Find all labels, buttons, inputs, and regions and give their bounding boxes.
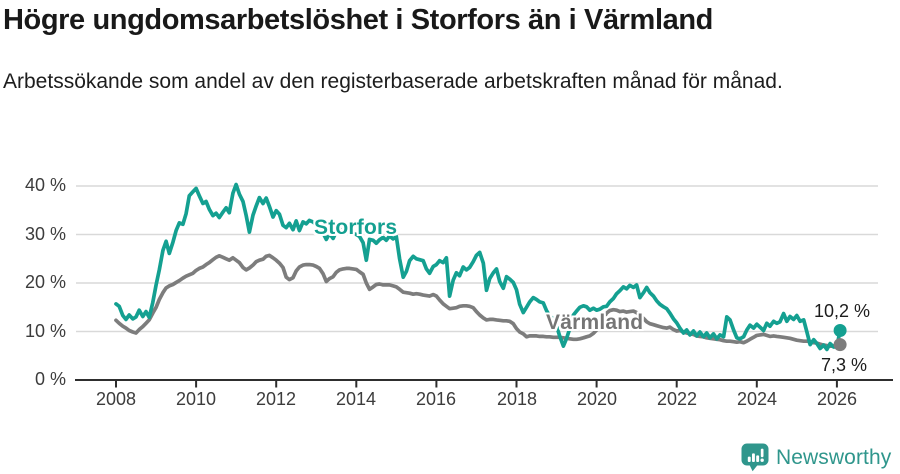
x-axis-label-2020: 2020 — [576, 389, 618, 409]
x-axis-label-2012: 2012 — [255, 389, 297, 409]
series-label-storfors: Storfors — [314, 216, 398, 239]
y-axis-label-0: 0 % — [34, 369, 66, 389]
end-value-storfors: 10,2 % — [814, 301, 871, 321]
series-label-varmland: Värmland — [546, 311, 644, 334]
newsworthy-brand-text[interactable]: Newsworthy — [776, 445, 892, 469]
x-axis-label-2008: 2008 — [95, 389, 137, 409]
newsworthy-attribution[interactable]: Newsworthy — [741, 443, 891, 472]
logo-bar-tall — [752, 453, 755, 462]
y-axis-label-40: 40 % — [24, 175, 66, 195]
end-dot-storfors — [833, 324, 847, 337]
logo-bar-medium — [756, 455, 760, 462]
line-series-storfors — [114, 182, 842, 352]
line-series-värmland — [114, 253, 842, 348]
x-axis-label-2014: 2014 — [335, 389, 377, 409]
logo-exclamation-stem — [760, 448, 764, 458]
end-value-varmland: 7,3 % — [821, 355, 868, 375]
page-title: Högre ungdomsarbetslöshet i Storfors än … — [3, 4, 713, 36]
x-axis-label-2022: 2022 — [656, 389, 698, 409]
y-axis-label-30: 30 % — [24, 223, 66, 244]
x-axis-label-2016: 2016 — [415, 389, 457, 409]
x-axis-label-2010: 2010 — [175, 389, 217, 409]
y-axis-label-10: 10 % — [24, 320, 66, 341]
x-axis-label-2018: 2018 — [496, 389, 538, 409]
logo-bar-small — [747, 456, 751, 462]
newsworthy-logo-icon — [741, 443, 769, 472]
logo-exclamation-dot — [760, 458, 764, 462]
end-dot-värmland — [833, 338, 847, 352]
y-axis-label-20: 20 % — [24, 272, 66, 292]
chart-subtitle: Arbetssökande som andel av den registerb… — [3, 70, 783, 93]
x-axis-label-2026: 2026 — [816, 389, 858, 409]
x-axis-label-2024: 2024 — [736, 389, 778, 409]
